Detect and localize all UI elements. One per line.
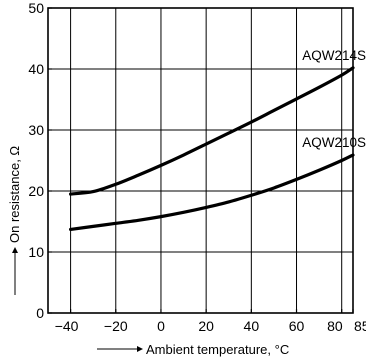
- x-tick-label: 40: [244, 318, 260, 334]
- series-label-aqw214s: AQW214S: [302, 48, 366, 63]
- x-tick-label: −40: [55, 318, 79, 334]
- y-axis-title: On resistance, Ω: [7, 146, 22, 243]
- y-tick-label: 30: [28, 122, 44, 138]
- y-tick-label: 0: [36, 305, 44, 321]
- series-line-aqw214s: [68, 66, 355, 196]
- grid-layer: [48, 8, 353, 313]
- series-layer: [68, 66, 355, 232]
- y-tick-label: 10: [28, 244, 44, 260]
- x-tick-label: 20: [198, 318, 214, 334]
- x-tick-label: 85: [354, 318, 366, 334]
- plot-frame: [47, 7, 354, 314]
- tick-labels: −40 −20 0 20 40 60 80 85 0 10 20 30 40 50: [28, 0, 366, 334]
- x-axis-title-arrowhead: [137, 346, 143, 352]
- series-line-aqw210s: [68, 153, 355, 232]
- axis-titles: Ambient temperature, °C On resistance, Ω: [7, 146, 289, 357]
- y-tick-label: 40: [28, 61, 44, 77]
- x-axis-title: Ambient temperature, °C: [146, 342, 289, 357]
- series-label-aqw210s: AQW210S: [302, 135, 366, 150]
- x-tick-label: 0: [157, 318, 165, 334]
- y-tick-label: 20: [28, 183, 44, 199]
- x-tick-label: −20: [104, 318, 128, 334]
- x-tick-label: 80: [327, 318, 343, 334]
- plot-border: [47, 7, 354, 314]
- y-tick-label: 50: [28, 0, 44, 16]
- x-tick-label: 60: [289, 318, 305, 334]
- y-axis-title-arrowhead: [12, 247, 18, 253]
- series-labels: AQW214S AQW210S: [302, 48, 366, 150]
